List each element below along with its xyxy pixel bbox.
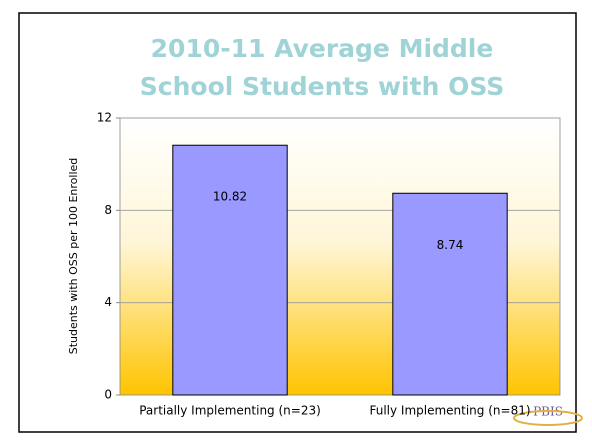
slide-border (18, 12, 577, 433)
y-tick-label: 4 (104, 295, 112, 309)
logo-swoosh (513, 410, 583, 426)
y-tick-label: 8 (104, 203, 112, 217)
value-label: 8.74 (437, 238, 464, 252)
x-tick-label: Partially Implementing (n=23) (139, 404, 321, 418)
bar (172, 144, 288, 396)
y-axis-label: Students with OSS per 100 Enrolled (67, 158, 80, 355)
bar (392, 192, 508, 396)
y-tick-label: 12 (97, 111, 112, 125)
chart-title: School Students with OSS (140, 72, 504, 101)
value-label: 10.82 (213, 190, 247, 204)
y-tick-label: 0 (104, 388, 112, 402)
chart-title: 2010-11 Average Middle (151, 34, 494, 63)
x-tick-label: Fully Implementing (n=81) (369, 404, 530, 418)
